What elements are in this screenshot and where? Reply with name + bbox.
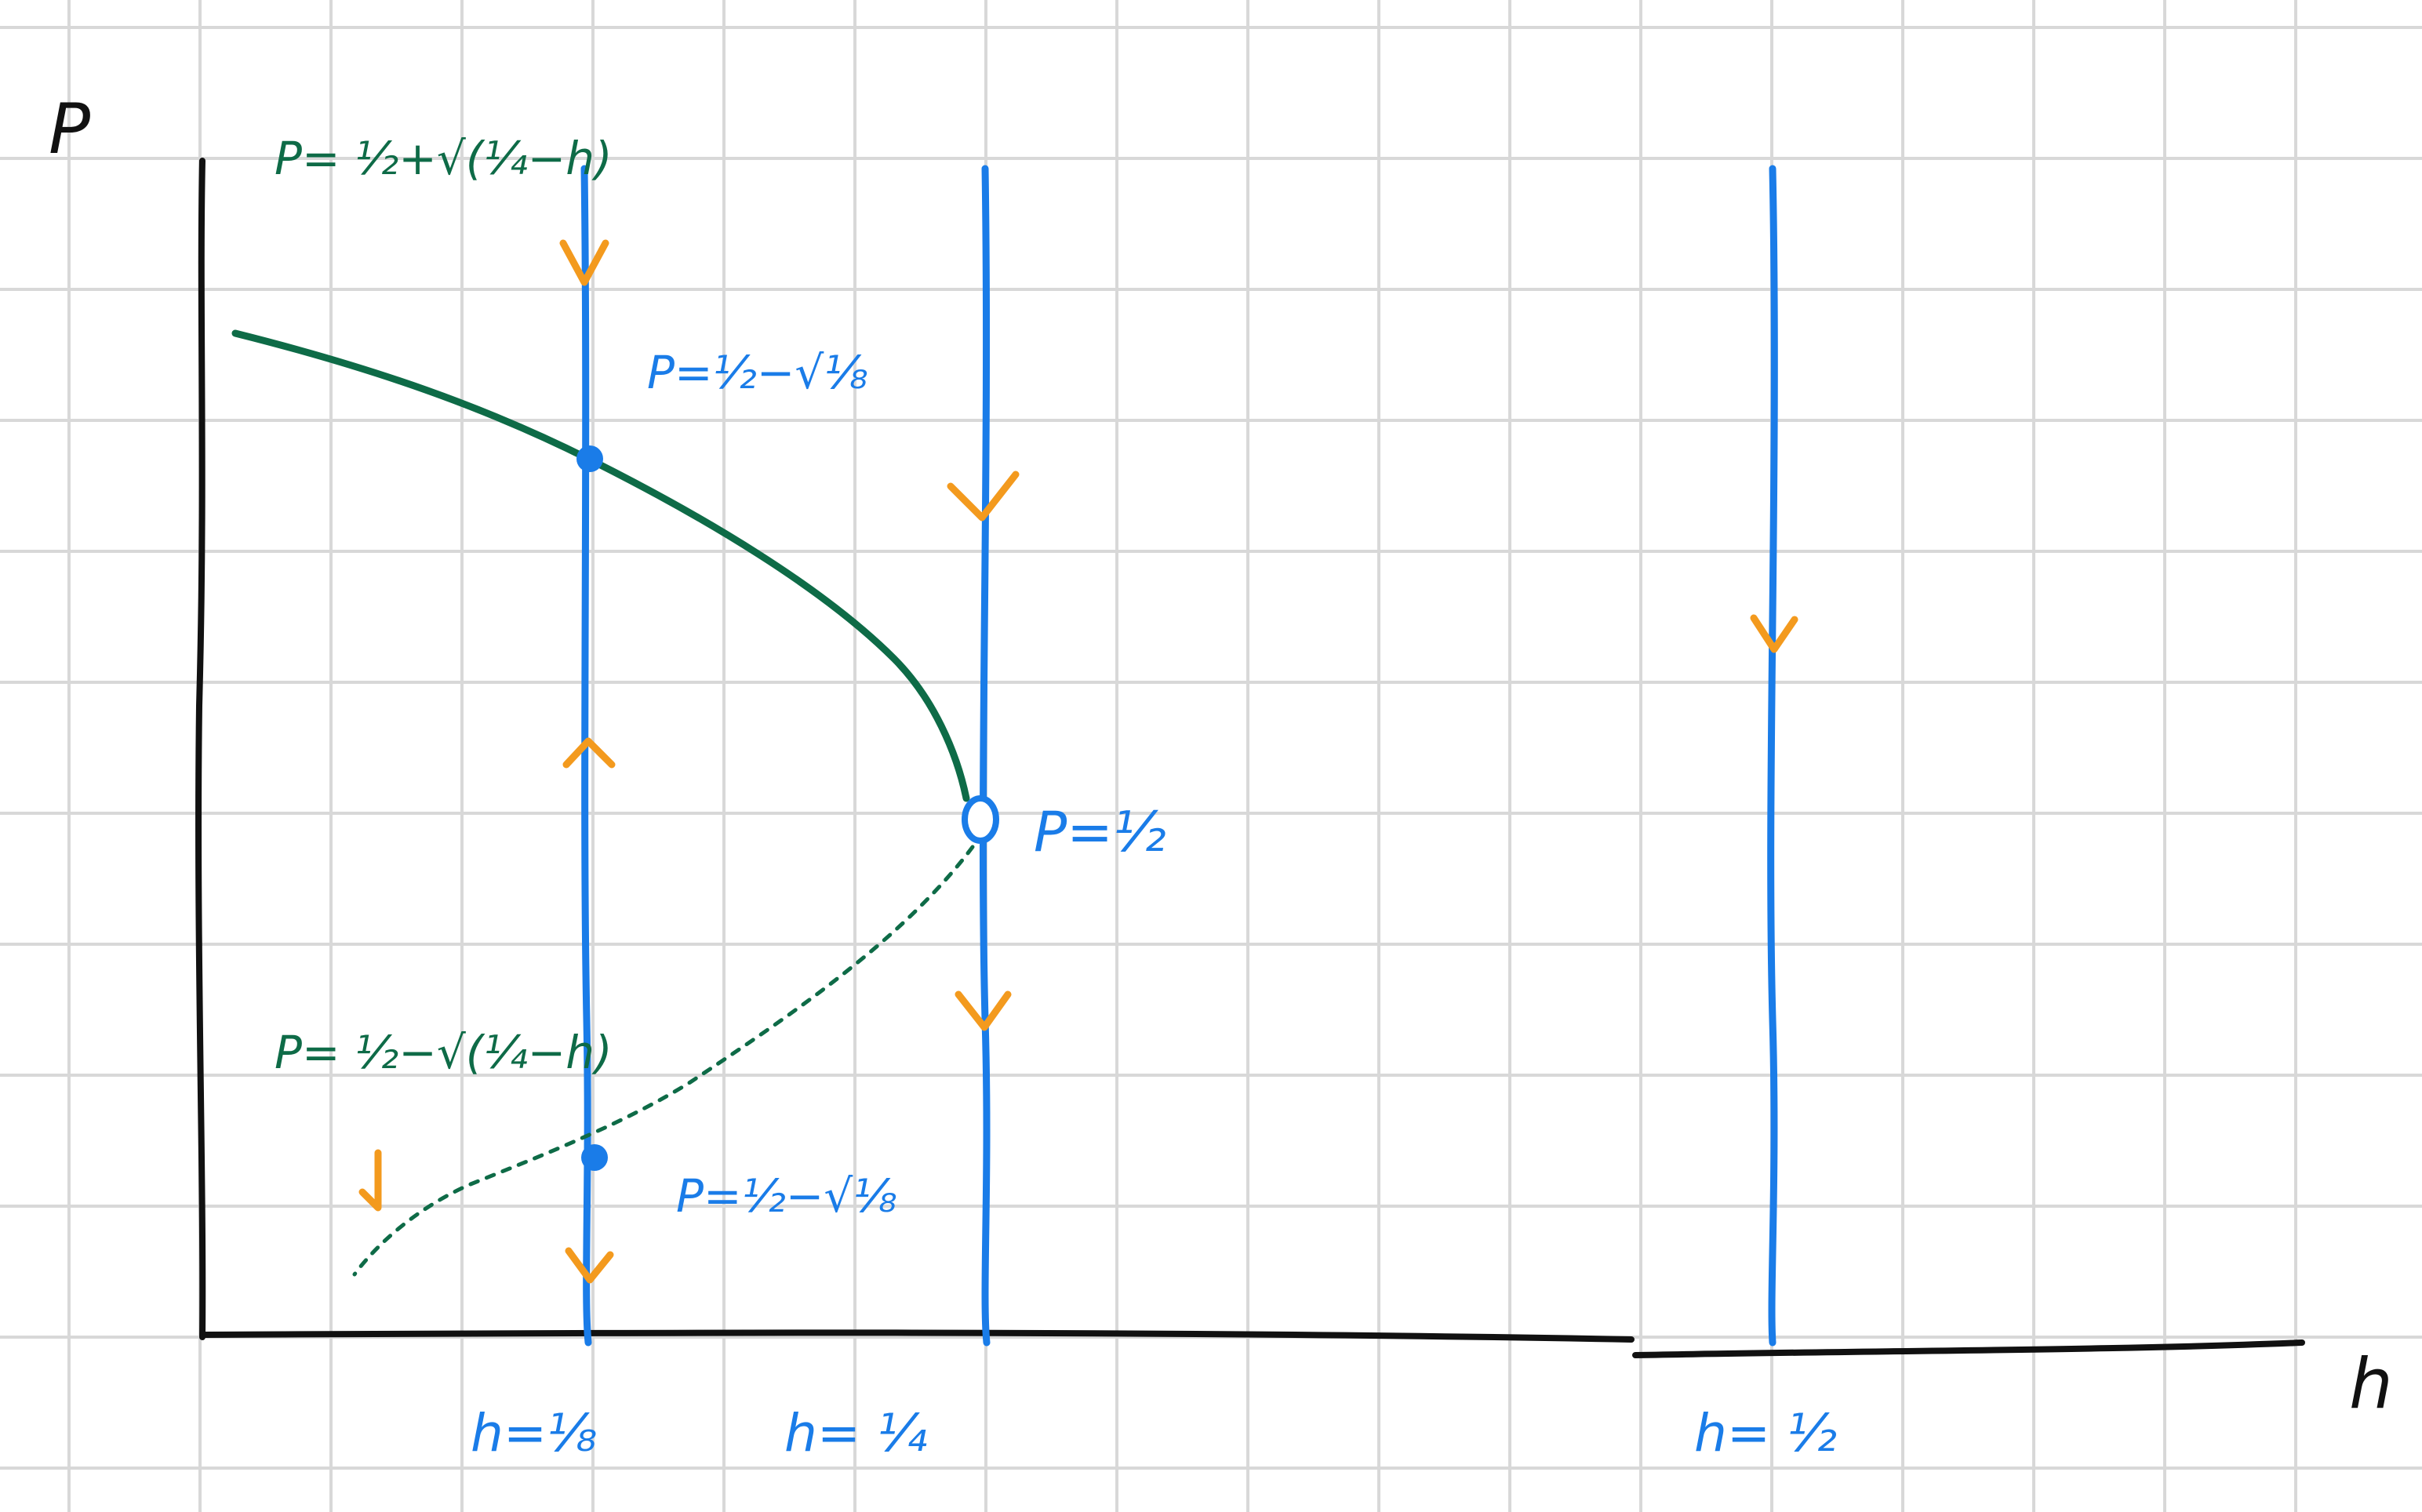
upper-eighth-point <box>576 445 603 472</box>
h-axis-label: h <box>2349 1343 2393 1424</box>
chevron-down-icon <box>559 239 609 286</box>
vertical-line-h-quarter <box>979 165 991 1347</box>
half-point <box>962 795 999 844</box>
chevron-down-icon <box>565 1247 614 1284</box>
flow-arrows <box>358 239 1798 1284</box>
chevron-down-icon <box>947 471 1020 522</box>
lower-branch-label: P= ½−√(¼−h) <box>275 1026 613 1079</box>
chevron-down-icon <box>1750 614 1798 653</box>
chevron-down-icon <box>955 990 1012 1031</box>
h-tick-eighth: h=⅛ <box>471 1403 597 1463</box>
p-axis <box>195 158 206 1340</box>
h-tick-half: h= ½ <box>1694 1403 1837 1463</box>
upper-branch-label: P= ½+√(¼−h) <box>275 132 613 185</box>
half-label: P=½ <box>1034 800 1166 864</box>
lower-eighth-label: P=½−√⅛ <box>676 1169 897 1223</box>
chevron-up-icon <box>562 737 616 769</box>
lower-eighth-point <box>581 1144 608 1171</box>
lower-branch-curve <box>352 845 975 1277</box>
upper-eighth-label: P=½−√⅛ <box>647 346 868 399</box>
vertical-line-h-eighth <box>580 165 592 1347</box>
upper-branch-curve <box>231 329 970 802</box>
vertical-line-h-half <box>1767 165 1778 1347</box>
h-tick-quarter: h= ¼ <box>784 1403 927 1463</box>
chevron-down-icon <box>358 1149 382 1212</box>
h-axis <box>202 1329 2305 1358</box>
p-axis-label: P <box>49 89 90 169</box>
